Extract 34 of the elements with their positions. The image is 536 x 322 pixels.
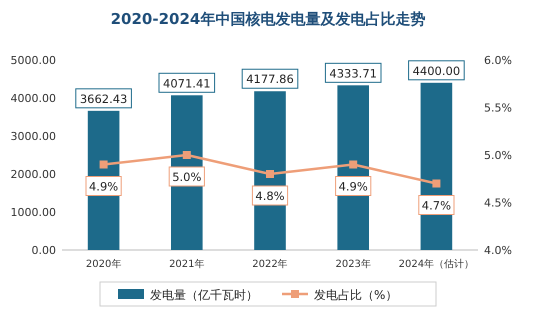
y-tick-label: 5000.00	[10, 54, 56, 67]
data-label: 4.7%	[422, 198, 452, 212]
data-label: 4.8%	[255, 189, 285, 203]
y-tick-label: 4000.00	[10, 92, 56, 105]
legend-label: 发电量（亿千瓦时）	[150, 288, 258, 302]
point	[266, 170, 274, 178]
data-label: 5.0%	[172, 170, 202, 184]
y2-tick-label: 5.0%	[484, 149, 512, 162]
y2-tick-label: 4.0%	[484, 244, 512, 257]
point	[182, 151, 191, 159]
data-label: 4.9%	[338, 180, 368, 194]
x-tick-label: 2022年	[252, 258, 288, 270]
y-tick-label: 3000.00	[10, 130, 56, 143]
data-label: 3662.43	[80, 92, 128, 106]
x-tick-label: 2024年（估计）	[398, 258, 474, 270]
point	[100, 160, 108, 168]
legend-label: 发电占比（%）	[314, 288, 398, 302]
y-tick-label: 2000.00	[10, 168, 56, 181]
y2-tick-label: 6.0%	[484, 54, 512, 67]
data-label: 4400.00	[412, 64, 460, 78]
data-label: 4177.86	[246, 72, 294, 86]
data-label: 4071.41	[163, 76, 211, 90]
data-label: 4333.71	[329, 66, 377, 80]
x-tick-label: 2021年	[169, 258, 205, 270]
y-tick-label: 1000.00	[10, 206, 56, 219]
point	[432, 180, 440, 188]
chart-title: 2020-2024年中国核电发电量及发电占比走势	[110, 10, 426, 28]
data-label: 4.9%	[88, 180, 118, 194]
y-tick-label: 0.00	[32, 244, 56, 257]
x-tick-label: 2020年	[86, 258, 122, 270]
y2-tick-label: 5.5%	[484, 102, 512, 114]
y2-tick-label: 4.5%	[484, 196, 512, 210]
point	[349, 160, 358, 168]
x-tick-label: 2023年	[335, 258, 371, 270]
